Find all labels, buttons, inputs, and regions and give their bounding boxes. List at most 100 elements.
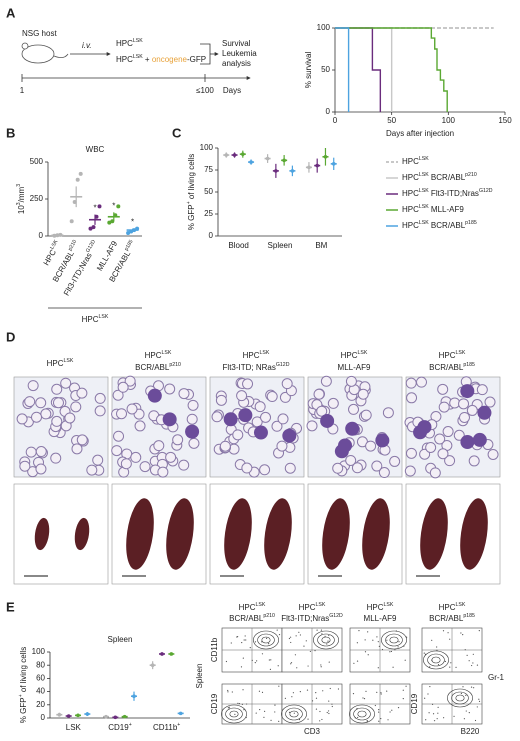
red-cell <box>16 413 28 425</box>
x-axis-label: Days after injection <box>386 129 454 138</box>
event <box>437 706 439 708</box>
red-cell <box>94 405 106 417</box>
event <box>274 704 276 706</box>
red-cell <box>405 377 417 389</box>
event <box>367 654 369 656</box>
blast-cell <box>238 408 253 423</box>
event <box>315 697 318 699</box>
event <box>225 660 228 663</box>
text-part: HPC <box>239 603 256 612</box>
superscript: LSK <box>358 350 368 356</box>
red-cell <box>327 397 339 409</box>
red-cell <box>416 376 428 388</box>
contour <box>281 704 307 724</box>
superscript: G12D <box>85 239 97 254</box>
event <box>236 636 239 638</box>
legend-label: HPCLSK Flt3-ITD;NrasG12D <box>402 188 493 198</box>
contour <box>321 636 331 644</box>
group-label: HPCLSK <box>82 314 109 324</box>
event <box>455 666 457 669</box>
event <box>298 631 300 633</box>
column-label: HPCLSK <box>239 602 266 612</box>
legend-label: HPCLSK BCR/ABLp210 <box>402 172 477 182</box>
diagram-text: analysis <box>222 59 251 68</box>
event <box>276 629 278 631</box>
event <box>298 718 301 721</box>
red-cell <box>172 434 184 446</box>
text-part: BCR/ABL <box>429 173 466 182</box>
text-part: MLL-AF9 <box>338 363 371 372</box>
spleen-box <box>13 483 109 585</box>
event <box>378 709 380 711</box>
event <box>391 709 393 711</box>
event <box>402 689 404 691</box>
mean-dot <box>265 156 270 161</box>
event <box>324 635 326 638</box>
blast-cell <box>375 433 390 448</box>
column-label: Flt3-ITD; NRasG12D <box>223 362 290 372</box>
event <box>320 664 322 666</box>
superscript: LSK <box>419 204 429 210</box>
column-label: HPCLSK <box>439 602 466 612</box>
contour <box>381 630 407 650</box>
event <box>274 711 276 713</box>
event <box>443 717 445 719</box>
text-part: HPC <box>402 189 419 198</box>
event <box>381 648 384 651</box>
red-cell <box>276 440 288 452</box>
event <box>460 632 462 634</box>
red-cell <box>51 415 63 427</box>
red-cell <box>116 408 128 420</box>
survival-line <box>335 27 382 112</box>
event <box>227 689 229 692</box>
red-cell <box>165 451 177 463</box>
superscript: + <box>177 722 180 728</box>
event <box>320 666 322 668</box>
red-cell <box>92 454 104 466</box>
survival-line <box>335 27 393 112</box>
event <box>380 692 382 694</box>
column-label: MLL-AF9 <box>338 363 371 372</box>
event <box>290 641 292 644</box>
event <box>290 663 292 665</box>
text-part: HPC <box>299 603 316 612</box>
event <box>397 707 400 709</box>
red-cell <box>345 454 357 466</box>
panel-label: A <box>6 5 16 20</box>
event <box>353 662 355 664</box>
panel-label: D <box>6 329 15 344</box>
diagram-text: i.v. <box>82 41 92 50</box>
red-cell <box>241 462 253 474</box>
red-cell <box>52 397 64 409</box>
event <box>243 709 245 711</box>
event <box>380 693 382 695</box>
diagram-text: Leukemia <box>222 49 257 58</box>
event <box>263 716 265 718</box>
event <box>372 639 374 641</box>
significance: * <box>131 218 134 227</box>
text-part: BCR/ABL <box>429 614 464 623</box>
event <box>470 686 473 688</box>
red-cell <box>476 384 488 396</box>
red-cell <box>320 375 332 387</box>
red-cell <box>458 398 470 410</box>
oncogene: oncogene <box>152 55 188 64</box>
superscript: LSK <box>133 38 143 44</box>
event <box>466 654 468 657</box>
red-cell <box>468 455 480 467</box>
event <box>436 649 438 651</box>
superscript: LSK <box>99 314 109 320</box>
column-label: MLL-AF9 <box>364 614 397 623</box>
red-cell <box>215 394 227 406</box>
contour <box>357 710 367 718</box>
event <box>364 639 366 641</box>
diagram-text: 1 <box>20 86 25 95</box>
event <box>245 639 247 641</box>
data-point <box>69 219 74 224</box>
y-tick-label: 75 <box>204 165 213 174</box>
text-part: CD11b <box>153 723 178 732</box>
red-cell <box>357 388 369 400</box>
diagram-text: ≤100 <box>196 86 214 95</box>
text-part: MLL-AF9 <box>429 205 465 214</box>
event <box>431 639 433 641</box>
